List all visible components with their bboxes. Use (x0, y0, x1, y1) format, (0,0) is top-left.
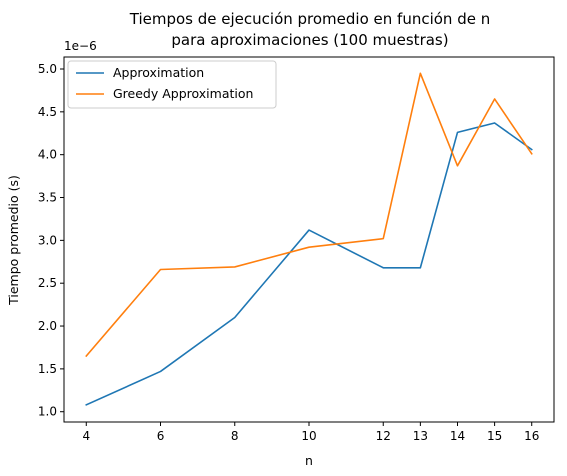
x-tick-label: 10 (301, 429, 316, 443)
y-tick-label: 4.0 (38, 148, 57, 162)
x-tick-label: 8 (231, 429, 239, 443)
y-axis-offset-label: 1e−6 (64, 39, 97, 53)
y-axis-ticks: 1.0 1.5 2.0 2.5 3.0 3.5 4.0 4.5 5.0 (38, 62, 64, 419)
y-tick-label: 3.5 (38, 191, 57, 205)
legend: Approximation Greedy Approximation (67, 60, 277, 109)
legend-label-greedy-approximation: Greedy Approximation (113, 86, 253, 101)
x-tick-label: 14 (450, 429, 465, 443)
y-tick-label: 4.5 (38, 105, 57, 119)
x-tick-label: 16 (524, 429, 539, 443)
y-tick-label: 3.0 (38, 233, 57, 247)
series-layer (85, 72, 533, 406)
legend-box (67, 60, 277, 109)
x-tick-label: 12 (376, 429, 391, 443)
x-tick-label: 15 (487, 429, 502, 443)
legend-label-approximation: Approximation (113, 65, 204, 80)
x-tick-label: 6 (157, 429, 165, 443)
y-tick-label: 2.0 (38, 319, 57, 333)
chart-title-line-1: Tiempos de ejecución promedio en función… (129, 10, 490, 28)
x-tick-label: 4 (82, 429, 90, 443)
x-axis-ticks: 4 6 8 10 12 13 14 15 16 (82, 422, 539, 443)
plot-frame (63, 56, 555, 423)
y-axis-label: Tiempo promedio (s) (6, 175, 21, 306)
series-line-greedy-approximation (85, 72, 533, 358)
x-axis-label: n (305, 453, 313, 468)
y-tick-label: 2.5 (38, 276, 57, 290)
chart-title-line-2: para aproximaciones (100 muestras) (171, 31, 448, 49)
y-tick-label: 1.0 (38, 405, 57, 419)
y-tick-label: 5.0 (38, 62, 57, 76)
series-line-approximation (85, 122, 533, 406)
y-tick-label: 1.5 (38, 362, 57, 376)
x-tick-label: 13 (413, 429, 428, 443)
